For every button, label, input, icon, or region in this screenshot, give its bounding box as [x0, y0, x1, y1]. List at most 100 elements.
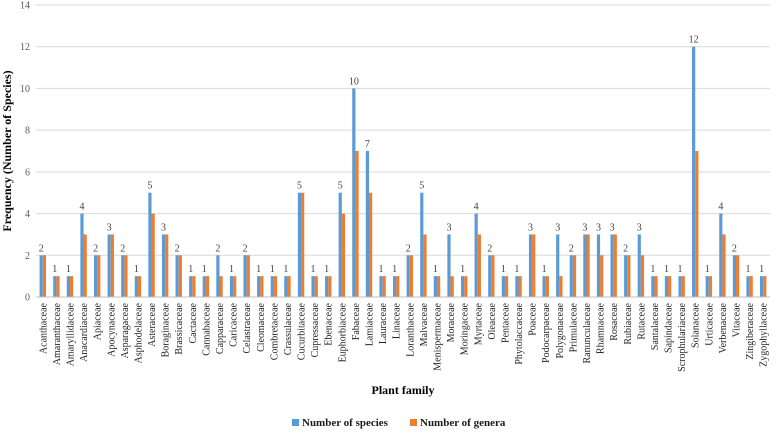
x-tick-label: Solanaceae	[691, 302, 702, 348]
bar-genera	[273, 276, 278, 297]
data-label: 1	[759, 264, 764, 275]
x-tick-label: Cannabaceae	[201, 302, 212, 355]
bar-species	[637, 234, 641, 297]
x-tick-label: Phytolaccaceae	[514, 302, 525, 364]
y-tick-label: 6	[25, 167, 30, 178]
x-tick-label: Cucurbitaceae	[297, 302, 308, 360]
bar-species	[447, 234, 451, 297]
bar-genera	[341, 213, 346, 297]
bar-species	[651, 276, 655, 297]
bar-genera	[110, 234, 114, 297]
data-label: 1	[202, 264, 207, 275]
bar-species	[189, 276, 193, 297]
bar-species	[583, 234, 587, 297]
bar-species	[39, 255, 43, 297]
legend-label-genera: Number of genera	[420, 417, 506, 429]
bar-species	[175, 255, 179, 297]
data-label: 3	[610, 222, 615, 233]
bar-species	[66, 276, 70, 297]
x-tick-label: Polygonaceae	[555, 302, 566, 358]
bar-species	[393, 276, 397, 297]
bar-genera	[572, 255, 577, 297]
bar-genera	[722, 234, 726, 297]
x-tick-label: Boraginaceae	[161, 302, 172, 357]
bar-species	[297, 192, 302, 297]
bar-genera	[450, 276, 454, 297]
x-tick-label: Zygophyllaceae	[759, 302, 770, 366]
x-tick-label: Rosaceae	[609, 302, 620, 340]
data-label: 1	[501, 264, 506, 275]
x-tick-label: Urticaceae	[704, 302, 715, 345]
x-tick-label: Lamiaceae	[365, 302, 376, 346]
data-label: 1	[311, 264, 316, 275]
data-label: 2	[243, 243, 248, 254]
bar-species	[542, 276, 546, 297]
bar-genera	[83, 234, 87, 297]
data-label: 1	[650, 264, 655, 275]
data-label: 2	[175, 243, 180, 254]
x-tick-label: Poaceae	[528, 302, 539, 335]
data-label: 7	[365, 139, 370, 150]
data-label: 4	[718, 202, 723, 213]
x-tick-label: Verbenaceae	[718, 302, 729, 353]
bar-genera	[640, 255, 645, 297]
bar-genera	[586, 234, 590, 297]
bar-species	[257, 276, 261, 297]
bar-species	[692, 46, 696, 297]
legend: Number of species Number of genera	[292, 417, 506, 429]
data-label: 5	[297, 181, 302, 192]
bar-species	[474, 213, 478, 297]
bar-genera	[477, 234, 481, 297]
bar-genera	[545, 276, 549, 297]
legend-swatch-species	[292, 419, 299, 426]
bar-species	[121, 255, 125, 297]
data-label: 12	[689, 35, 699, 46]
data-label: 1	[746, 264, 751, 275]
bar-genera	[695, 151, 699, 297]
data-label: 1	[324, 264, 329, 275]
data-label: 2	[569, 243, 574, 254]
bar-genera	[668, 276, 672, 297]
data-label: 3	[446, 222, 451, 233]
bar-genera	[287, 276, 291, 297]
bar-species	[243, 255, 247, 297]
x-tick-label: Apiaceae	[93, 302, 104, 340]
data-label: 3	[161, 222, 166, 233]
data-label: 1	[229, 264, 234, 275]
bar-genera	[151, 213, 155, 297]
x-tick-label: Capparaceae	[215, 302, 226, 354]
bar-species	[379, 276, 383, 297]
bar-genera	[246, 255, 250, 297]
data-label: 2	[732, 243, 737, 254]
bar-species	[134, 276, 138, 297]
x-tick-label: Oleaceae	[487, 302, 498, 339]
bar-species	[624, 255, 628, 297]
y-tick-label: 2	[25, 251, 30, 262]
bar-genera	[355, 151, 359, 297]
y-axis-ticks: 0 2 4 6 8 10 12 14	[20, 1, 30, 304]
bar-species	[678, 276, 682, 297]
data-label: 1	[460, 264, 465, 275]
data-label: 1	[270, 264, 275, 275]
bar-genera	[205, 276, 210, 297]
data-label: 2	[39, 243, 44, 254]
y-tick-label: 8	[25, 126, 30, 137]
x-tick-label: Santalaceae	[650, 302, 661, 350]
bar-species	[311, 276, 315, 297]
data-label: 1	[705, 264, 710, 275]
x-tick-label: Amaranthaceae	[52, 302, 63, 365]
bar-species	[501, 276, 505, 297]
x-tick-label: Brassicaceae	[174, 302, 185, 354]
x-tick-label: Linaceae	[392, 302, 403, 339]
y-tick-label: 4	[25, 209, 30, 220]
x-tick-label: Scrophulariaceae	[677, 302, 688, 371]
x-tick-label: Apocynaceae	[106, 302, 117, 356]
bar-genera	[396, 276, 400, 297]
data-label: 3	[637, 222, 642, 233]
bar-genera	[464, 276, 468, 297]
bar-species	[515, 276, 519, 297]
x-tick-label: Acanthaceae	[38, 302, 49, 354]
y-tick-label: 10	[20, 84, 30, 95]
